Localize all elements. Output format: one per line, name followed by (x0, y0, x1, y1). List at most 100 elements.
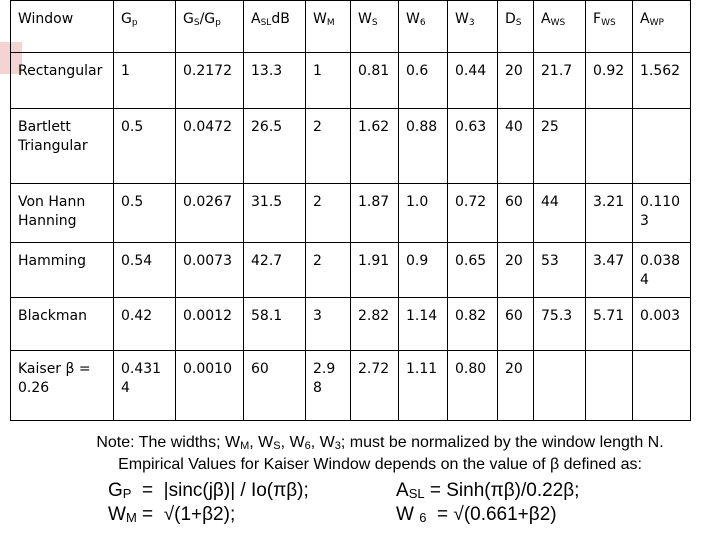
cell: 0.2172 (175, 52, 244, 109)
text: G (108, 480, 123, 501)
text: W (455, 11, 469, 27)
table-row: Bartlett Triangular 0.5 0.0472 26.5 2 1.62 0.8… (10, 108, 691, 184)
cell: 3.47 (585, 242, 633, 298)
cell: 1.62 (350, 108, 399, 184)
cell: 0.82 (447, 297, 498, 351)
table-row: Von Hann Hanning 0.5 0.0267 31.5 2 1.87 1.0 0.7… (10, 183, 691, 243)
text: = Sinh(πβ)/0.22β; (424, 480, 580, 501)
cell: 0.81 (350, 52, 399, 109)
text: , W (310, 434, 335, 451)
subscript: WP (649, 18, 664, 28)
cell: 0.0073 (175, 242, 244, 298)
cell: 53 (533, 242, 586, 298)
text: A (251, 11, 261, 27)
cell: 0.72 (447, 183, 498, 243)
cell: 60 (497, 183, 534, 243)
subscript: S (193, 18, 200, 28)
header-cell: AWS (533, 0, 586, 53)
cell: 25 (533, 108, 586, 184)
subscript: 6 (419, 510, 427, 525)
cell: 0.1103 (632, 183, 691, 243)
cell: 44 (533, 183, 586, 243)
text: Note: The widths; W (96, 434, 241, 451)
subscript: S (273, 440, 281, 452)
subscript: WS (550, 18, 566, 28)
cell: 1.11 (398, 350, 448, 421)
cell: 1.91 (350, 242, 399, 298)
text: D (505, 11, 516, 27)
cell: 40 (497, 108, 534, 184)
text: ; must be normalized by the window lengt… (340, 434, 664, 451)
formula: ASL = Sinh(πβ)/0.22β; (396, 480, 579, 502)
text: = √(0.661+β2) (426, 504, 557, 525)
cell: 2.72 (350, 350, 399, 421)
header-cell: AWP (632, 0, 691, 53)
text: A (640, 11, 650, 27)
cell: Rectangular (10, 52, 114, 109)
note-line: Note: The widths; WM, WS, W6, W3; must b… (0, 434, 720, 452)
cell: 0.5 (113, 108, 176, 184)
text: A (541, 11, 551, 27)
table-row: Blackman 0.42 0.0012 58.1 3 2.82 1.14 0.82 60 75.… (10, 297, 691, 351)
cell: 0.65 (447, 242, 498, 298)
subscript: WS (601, 18, 616, 28)
cell: 2 (305, 183, 351, 243)
cell (632, 108, 691, 184)
cell: 1.87 (350, 183, 399, 243)
cell: 5.71 (585, 297, 633, 351)
header-cell: Gp (113, 0, 176, 53)
cell (585, 350, 633, 421)
subscript: SL (260, 18, 272, 28)
header-cell: ASLdB (243, 0, 306, 53)
text: G (183, 11, 194, 27)
subscript: p (215, 18, 221, 28)
subscript: M (326, 18, 335, 28)
header-cell: WS (350, 0, 399, 53)
cell: 1.0 (398, 183, 448, 243)
cell: 42.7 (243, 242, 306, 298)
cell: 0.42 (113, 297, 176, 351)
cell: 0.92 (585, 52, 633, 109)
cell: Bartlett Triangular (10, 108, 114, 184)
cell: Hamming (10, 242, 114, 298)
table-row: Hamming 0.54 0.0073 42.7 2 1.91 0.9 0.65 20 53 3.4… (10, 242, 691, 298)
cell: 20 (497, 242, 534, 298)
text: W (396, 504, 420, 525)
subscript: S (371, 18, 378, 28)
cell: 0.0472 (175, 108, 244, 184)
table-row: Rectangular 1 0.2172 13.3 1 0.81 0.6 0.44 20 21.7… (10, 52, 691, 109)
text: = |sinc(jβ)| / Io(πβ); (131, 480, 309, 501)
header-cell: Window (10, 0, 114, 53)
cell: 0.0267 (175, 183, 244, 243)
text: Empirical Values for Kaiser Window depen… (118, 456, 642, 473)
cell: 60 (497, 297, 534, 351)
text: , W (280, 434, 305, 451)
cell: 1 (113, 52, 176, 109)
cell: Kaiser β = 0.26 (10, 350, 114, 421)
text: dB (271, 11, 290, 27)
cell: 3 (305, 297, 351, 351)
window-table: Window Gp GS/Gp ASLdB WM WS W6 W3 DS AWS FWS AWP Rec… (10, 0, 691, 421)
table-body: Window Gp GS/Gp ASLdB WM WS W6 W3 DS AWS FWS AWP Rec… (10, 0, 691, 421)
cell: Von Hann Hanning (10, 183, 114, 243)
cell: 0.0012 (175, 297, 244, 351)
formula: W 6 = √(0.661+β2) (396, 504, 557, 526)
cell (632, 350, 691, 421)
cell: 0.6 (398, 52, 448, 109)
formula: WM = √(1+β2); (108, 504, 235, 526)
subscript: p (131, 18, 138, 28)
text: W (358, 11, 372, 27)
cell: 0.44 (447, 52, 498, 109)
text: W (406, 11, 420, 27)
subscript: S (515, 18, 522, 28)
subscript: 6 (419, 18, 426, 28)
text: G (121, 11, 132, 27)
text: Window (18, 11, 74, 27)
subscript: 3 (468, 18, 475, 28)
text: = √(1+β2); (136, 504, 236, 525)
table-row: Kaiser β = 0.26 0.4314 0.0010 60 2.98 2.72 1.1… (10, 350, 691, 421)
cell: 0.003 (632, 297, 691, 351)
cell: 0.88 (398, 108, 448, 184)
cell: 1.14 (398, 297, 448, 351)
cell: 2.82 (350, 297, 399, 351)
